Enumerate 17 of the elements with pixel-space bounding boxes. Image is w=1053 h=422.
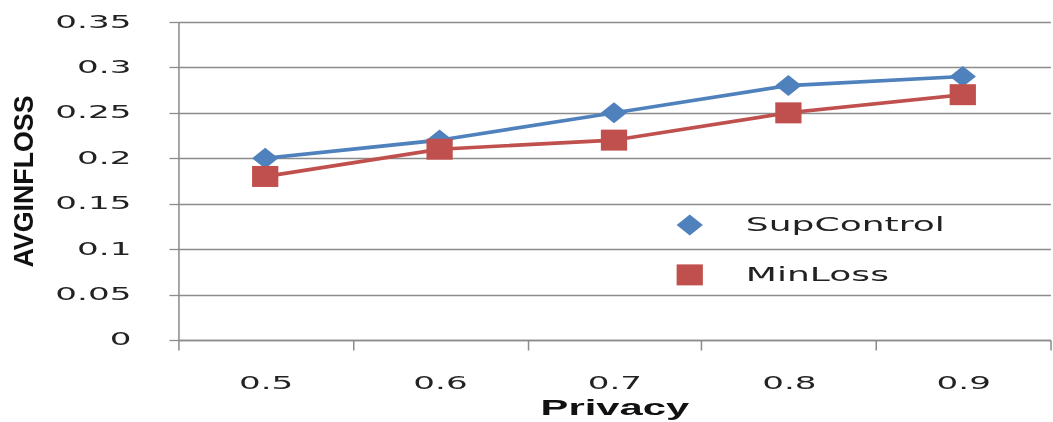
x-axis-title: Privacy [540, 395, 690, 421]
y-tick-label: 0.15 [55, 192, 132, 214]
y-tick-label: 0.2 [77, 147, 132, 168]
x-tick-label: 0.5 [238, 373, 294, 394]
x-tick-label: 0.7 [587, 373, 643, 394]
y-tick-label: 0.1 [77, 238, 132, 259]
legend-label: SupControl [745, 213, 945, 236]
y-axis-title: AVGINFLOSS [6, 95, 39, 268]
x-tick-label: 0.6 [413, 373, 468, 394]
x-tick-label: 0.8 [762, 373, 817, 394]
legend-label: MinLoss [745, 263, 889, 286]
y-tick-label: 0.25 [55, 101, 132, 123]
y-tick-label: 0.3 [77, 56, 132, 77]
y-tick-label: 0.35 [55, 11, 132, 32]
y-tick-label: 0 [109, 329, 132, 350]
y-tick-label: 0.05 [55, 283, 132, 305]
x-tick-label: 0.9 [936, 373, 991, 394]
